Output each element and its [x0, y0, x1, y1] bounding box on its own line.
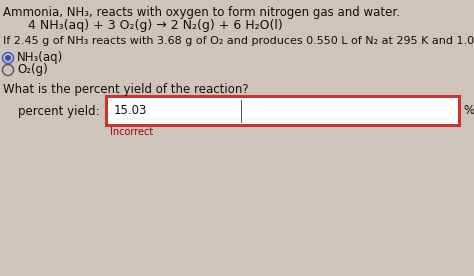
Text: Ammonia, NH₃, reacts with oxygen to form nitrogen gas and water.: Ammonia, NH₃, reacts with oxygen to form…	[3, 6, 400, 19]
Text: NH₃(aq): NH₃(aq)	[17, 52, 63, 65]
Text: %: %	[463, 105, 474, 118]
Text: O₂(g): O₂(g)	[17, 63, 48, 76]
Text: 4 NH₃(aq) + 3 O₂(g) → 2 N₂(g) + 6 H₂O(l): 4 NH₃(aq) + 3 O₂(g) → 2 N₂(g) + 6 H₂O(l)	[28, 19, 283, 32]
Text: 15.03: 15.03	[114, 105, 147, 118]
Text: If 2.45 g of NH₃ reacts with 3.68 g of O₂ and produces 0.550 L of N₂ at 295 K an: If 2.45 g of NH₃ reacts with 3.68 g of O…	[3, 36, 474, 46]
Text: Incorrect: Incorrect	[110, 127, 153, 137]
Circle shape	[2, 65, 13, 76]
FancyBboxPatch shape	[106, 96, 460, 126]
Text: percent yield:: percent yield:	[18, 105, 100, 118]
Circle shape	[2, 52, 13, 63]
FancyBboxPatch shape	[108, 98, 458, 124]
Text: What is the percent yield of the reaction?: What is the percent yield of the reactio…	[3, 83, 249, 96]
Circle shape	[5, 55, 11, 61]
